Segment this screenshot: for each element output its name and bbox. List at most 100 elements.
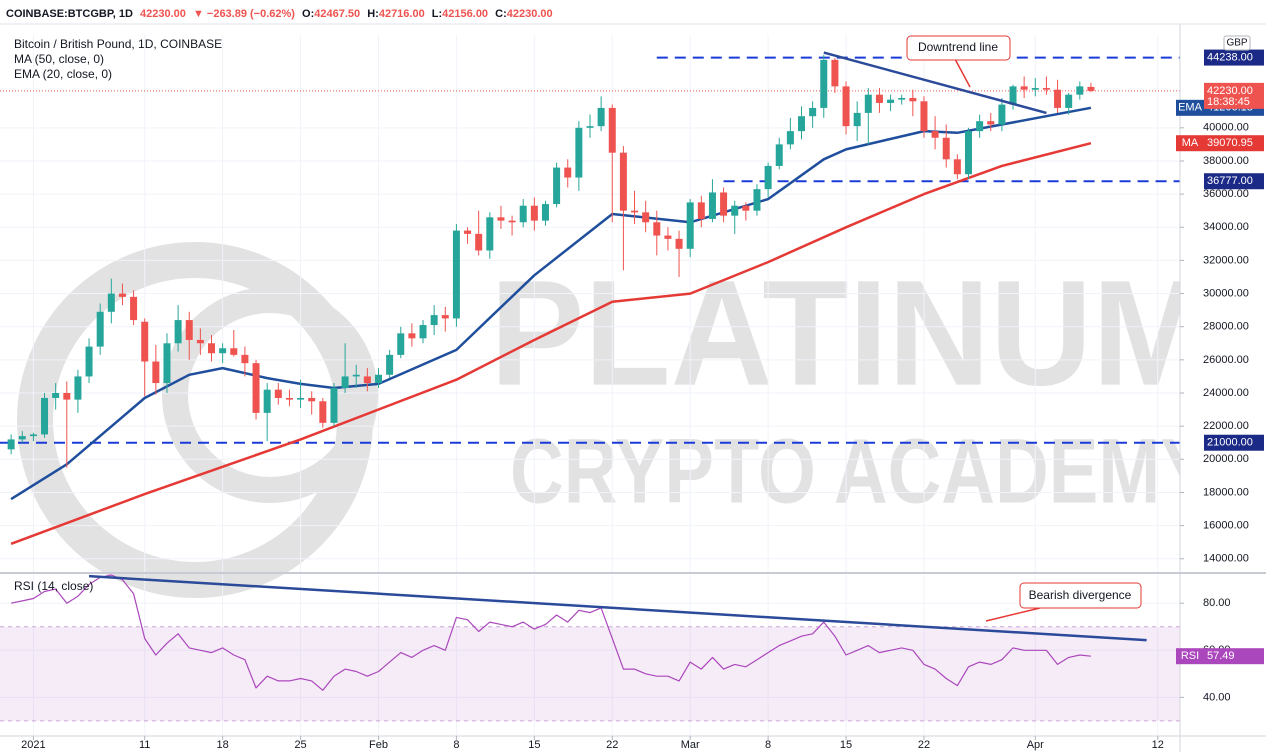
candle-body bbox=[1009, 86, 1017, 105]
candle-body bbox=[208, 343, 216, 354]
candle-body bbox=[541, 204, 549, 221]
plot bbox=[0, 51, 1180, 722]
candle-body bbox=[107, 293, 115, 312]
price-badge-label: 42230.00 bbox=[1207, 85, 1253, 97]
ohlc-value: 42716.00 bbox=[379, 8, 425, 20]
candle-body bbox=[519, 205, 527, 223]
candle-body bbox=[85, 346, 93, 377]
candle-body bbox=[675, 238, 683, 249]
candle-body bbox=[163, 343, 171, 384]
candle-body bbox=[619, 152, 627, 211]
x-tick-label: 25 bbox=[294, 739, 306, 751]
candle-body bbox=[775, 144, 783, 166]
annotation-box bbox=[1019, 582, 1142, 609]
candle-body bbox=[452, 230, 460, 319]
candle-body bbox=[686, 202, 694, 249]
candle-body bbox=[263, 389, 271, 413]
candle-body bbox=[408, 333, 416, 339]
x-tick-label: 22 bbox=[918, 739, 930, 751]
badge-label: 57.49 bbox=[1207, 650, 1235, 662]
line-series bbox=[10, 106, 1092, 501]
candle-body bbox=[864, 94, 872, 113]
ohlc-key: H: bbox=[367, 8, 379, 20]
candle-body bbox=[909, 97, 917, 102]
price: 42230.00 bbox=[140, 8, 186, 20]
watermark-ring bbox=[162, 287, 378, 503]
y-tick-label: 22000.00 bbox=[1203, 420, 1249, 432]
candle-body bbox=[308, 397, 316, 402]
axes: 2021 11 18 25 Feb 8 15 22 Mar 8 15 22 Apr 12 14000.00 1… bbox=[21, 49, 1264, 751]
ohlc-key: C: bbox=[495, 8, 507, 20]
candle-body bbox=[964, 131, 972, 175]
annotation: Bearish divergence bbox=[1029, 588, 1132, 602]
ohlc-value: 42230.00 bbox=[507, 8, 553, 20]
candle-body bbox=[486, 217, 494, 251]
candle-body bbox=[887, 99, 895, 103]
price-badge bbox=[1204, 82, 1264, 109]
x-tick-label: 8 bbox=[765, 739, 771, 751]
y-tick-label: 16000.00 bbox=[1203, 519, 1249, 531]
candle-body bbox=[130, 296, 138, 321]
header: COINBASE:BTCGBP, 1D 42230.00 ▼ −263.89 (… bbox=[6, 8, 553, 20]
line-series bbox=[10, 141, 1092, 545]
candle-body bbox=[274, 389, 282, 398]
x-tick-label: Feb bbox=[369, 739, 388, 751]
badge-tag-label: RSI bbox=[1181, 650, 1199, 662]
x-tick-label: 22 bbox=[606, 739, 618, 751]
y-tick-label: 30000.00 bbox=[1203, 287, 1249, 299]
x-tick-label: 2021 bbox=[21, 739, 45, 751]
level-badge bbox=[1204, 173, 1264, 190]
annotation-pointer bbox=[985, 607, 1041, 622]
overlay: COINBASE:BTCGBP, 1D 42230.00 ▼ −263.89 (… bbox=[0, 8, 1266, 622]
y-tick-label: 26000.00 bbox=[1203, 354, 1249, 366]
candle-body bbox=[564, 167, 572, 178]
candle-body bbox=[809, 107, 817, 117]
candle-body bbox=[764, 165, 772, 190]
candle-body bbox=[374, 374, 382, 384]
x-tick-label: 15 bbox=[528, 739, 540, 751]
candle-body bbox=[731, 205, 739, 216]
legend-entry: EMA (20, close, 0) bbox=[14, 67, 112, 81]
legend-entry: RSI (14, close) bbox=[14, 579, 93, 593]
candle-body bbox=[920, 101, 928, 132]
candle-body bbox=[530, 205, 538, 221]
candle-body bbox=[842, 86, 850, 127]
ohlc-key: L: bbox=[432, 8, 442, 20]
ohlc-value: 42156.00 bbox=[442, 8, 488, 20]
y-tick-label: 80.00 bbox=[1203, 597, 1231, 609]
y-tick-label: 34000.00 bbox=[1203, 221, 1249, 233]
candle-body bbox=[753, 189, 761, 211]
candle-body bbox=[1020, 86, 1028, 90]
candle-body bbox=[1054, 89, 1062, 108]
watermark-text: CRYPTO ACADEMY bbox=[510, 420, 1210, 522]
candle-body bbox=[1076, 86, 1084, 95]
candle-body bbox=[29, 434, 37, 437]
legend-entry: MA (50, close, 0) bbox=[14, 52, 104, 66]
candle-body bbox=[141, 321, 149, 362]
y-tick-label: 20000.00 bbox=[1203, 453, 1249, 465]
y-tick-label: 32000.00 bbox=[1203, 254, 1249, 266]
y-tick-label: 18000.00 bbox=[1203, 486, 1249, 498]
candle-body bbox=[831, 59, 839, 87]
candle-body bbox=[185, 320, 193, 340]
candle-body bbox=[152, 361, 160, 384]
candle-body bbox=[430, 315, 438, 326]
candle-body bbox=[664, 235, 672, 239]
candle-body bbox=[987, 121, 995, 125]
watermark-text: PLATINUM bbox=[490, 249, 1210, 417]
candle-body bbox=[1087, 86, 1095, 91]
x-tick-label: 12 bbox=[1152, 739, 1164, 751]
candle-body bbox=[1042, 88, 1050, 90]
candle-body bbox=[631, 210, 639, 213]
annotation-box bbox=[906, 35, 1011, 61]
candle-body bbox=[553, 167, 561, 205]
candle-body bbox=[708, 192, 716, 219]
badge-tag-label: MA bbox=[1182, 137, 1199, 149]
candle-body bbox=[786, 131, 794, 145]
x-tick-label: 15 bbox=[840, 739, 852, 751]
badge-tag bbox=[1176, 99, 1204, 116]
candle-body bbox=[575, 127, 583, 178]
candle-body bbox=[942, 137, 950, 160]
y-tick-label: 28000.00 bbox=[1203, 321, 1249, 333]
